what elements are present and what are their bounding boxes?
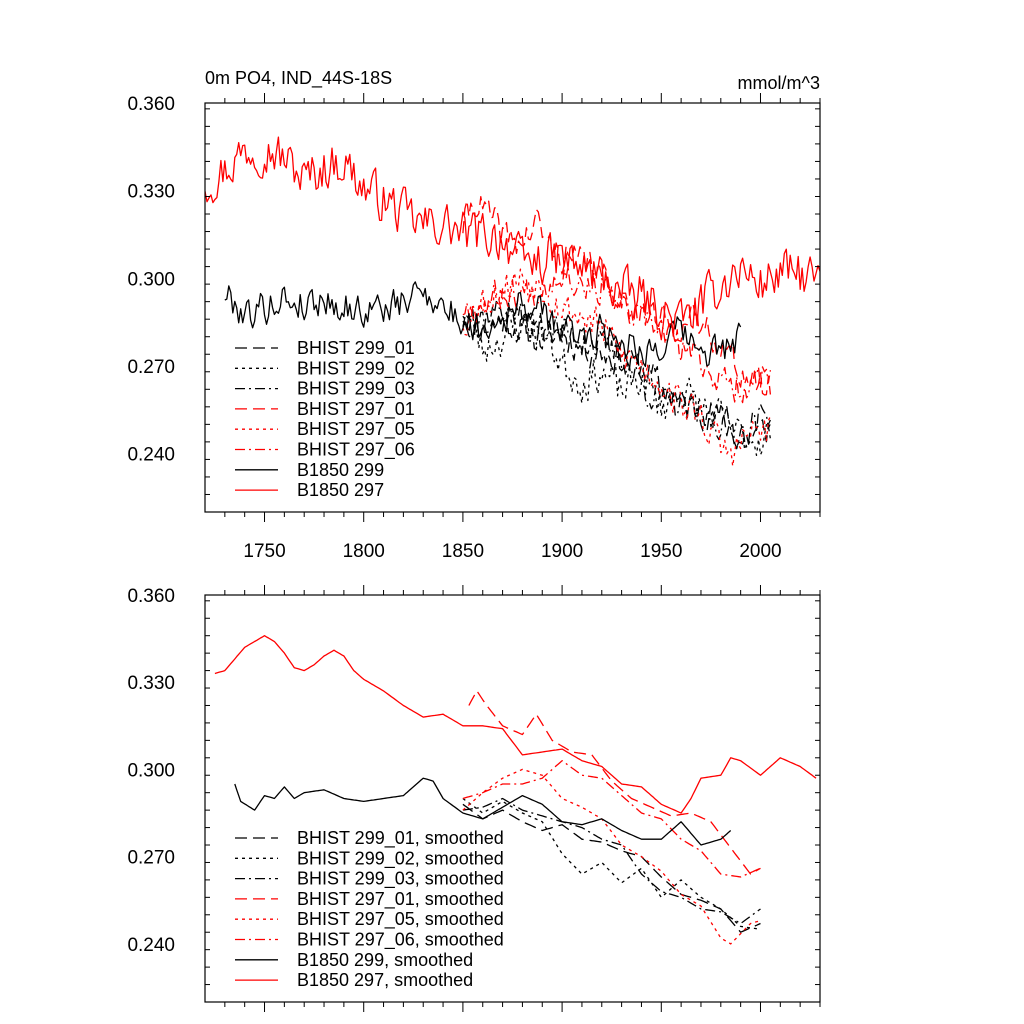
series-line-bhist-297-05	[462, 268, 771, 467]
y-tick-label: 0.330	[127, 182, 175, 203]
y-tick-label: 0.360	[127, 94, 175, 115]
legend-label: BHIST 299_03	[297, 379, 415, 400]
legend-label: B1850 299	[297, 460, 384, 480]
legend-label: B1850 297	[297, 480, 384, 500]
y-tick-label: 0.240	[127, 445, 175, 466]
y-tick-label: 0.300	[127, 269, 175, 290]
series-line-b1850-299	[224, 281, 742, 368]
legend-label: B1850 297, smoothed	[297, 970, 473, 990]
top-panel: 0.360 0.330 0.300 0.270 0.240 1750 1800 1850 190…	[127, 68, 821, 562]
series-line-b1850-297-smoothed	[214, 635, 817, 814]
series-line-b1850-299-smoothed	[234, 777, 732, 846]
series-line-bhist-299-02-smoothed	[462, 797, 761, 930]
series-line-bhist-299-01-smoothed	[462, 803, 761, 933]
x-tick-label: 1800	[343, 541, 385, 562]
series-line-bhist-299-03-smoothed	[462, 797, 761, 925]
series-line-bhist-297-01	[462, 196, 772, 396]
legend-label: BHIST 299_01, smoothed	[297, 828, 504, 849]
series-group	[214, 635, 817, 945]
legend-label: BHIST 297_05	[297, 419, 415, 440]
legend-label: B1850 299, smoothed	[297, 950, 473, 970]
x-tick-label: 1850	[442, 541, 484, 562]
series-line-bhist-297-06	[462, 265, 772, 404]
legend-label: BHIST 297_05, smoothed	[297, 909, 504, 930]
series-line-bhist-297-05-smoothed	[462, 768, 761, 945]
series-group	[205, 136, 820, 467]
series-line-bhist-299-02	[462, 313, 772, 457]
series-line-bhist-297-01-smoothed	[468, 690, 761, 875]
legend-label: BHIST 299_03, smoothed	[297, 869, 504, 890]
y-tick-label: 0.270	[127, 357, 175, 378]
legend-label: BHIST 299_02	[297, 358, 415, 379]
y-tick-label: 0.270	[127, 848, 175, 869]
legend-label: BHIST 297_06	[297, 440, 415, 461]
legend-label: BHIST 297_01, smoothed	[297, 889, 504, 910]
x-tick-label: 1900	[541, 541, 583, 562]
plot-frame	[204, 594, 821, 1003]
legend-label: BHIST 299_01	[297, 338, 415, 359]
y-tick-label: 0.330	[127, 673, 175, 694]
x-tick-label: 1950	[640, 541, 682, 562]
legend-label: BHIST 299_02, smoothed	[297, 848, 504, 869]
series-line-bhist-299-01	[462, 309, 771, 448]
x-tick-label: 1750	[243, 541, 285, 562]
x-tick-label: 2000	[739, 541, 781, 562]
plot-frame	[204, 102, 821, 513]
series-line-bhist-297-06-smoothed	[462, 760, 761, 878]
legend-label: BHIST 297_01	[297, 399, 415, 420]
series-line-b1850-297	[205, 136, 820, 341]
bottom-panel: 0.360 0.330 0.300 0.270 0.240 BHIST 299_01, s…	[127, 585, 821, 1012]
chart-title: 0m PO4, IND_44S-18S	[205, 68, 392, 89]
legend-label: BHIST 297_06, smoothed	[297, 930, 504, 951]
y-tick-label: 0.240	[127, 935, 175, 956]
series-line-bhist-299-03	[462, 298, 772, 450]
y-tick-label: 0.360	[127, 586, 175, 607]
y-tick-label: 0.300	[127, 760, 175, 781]
units-label: mmol/m^3	[738, 73, 820, 93]
